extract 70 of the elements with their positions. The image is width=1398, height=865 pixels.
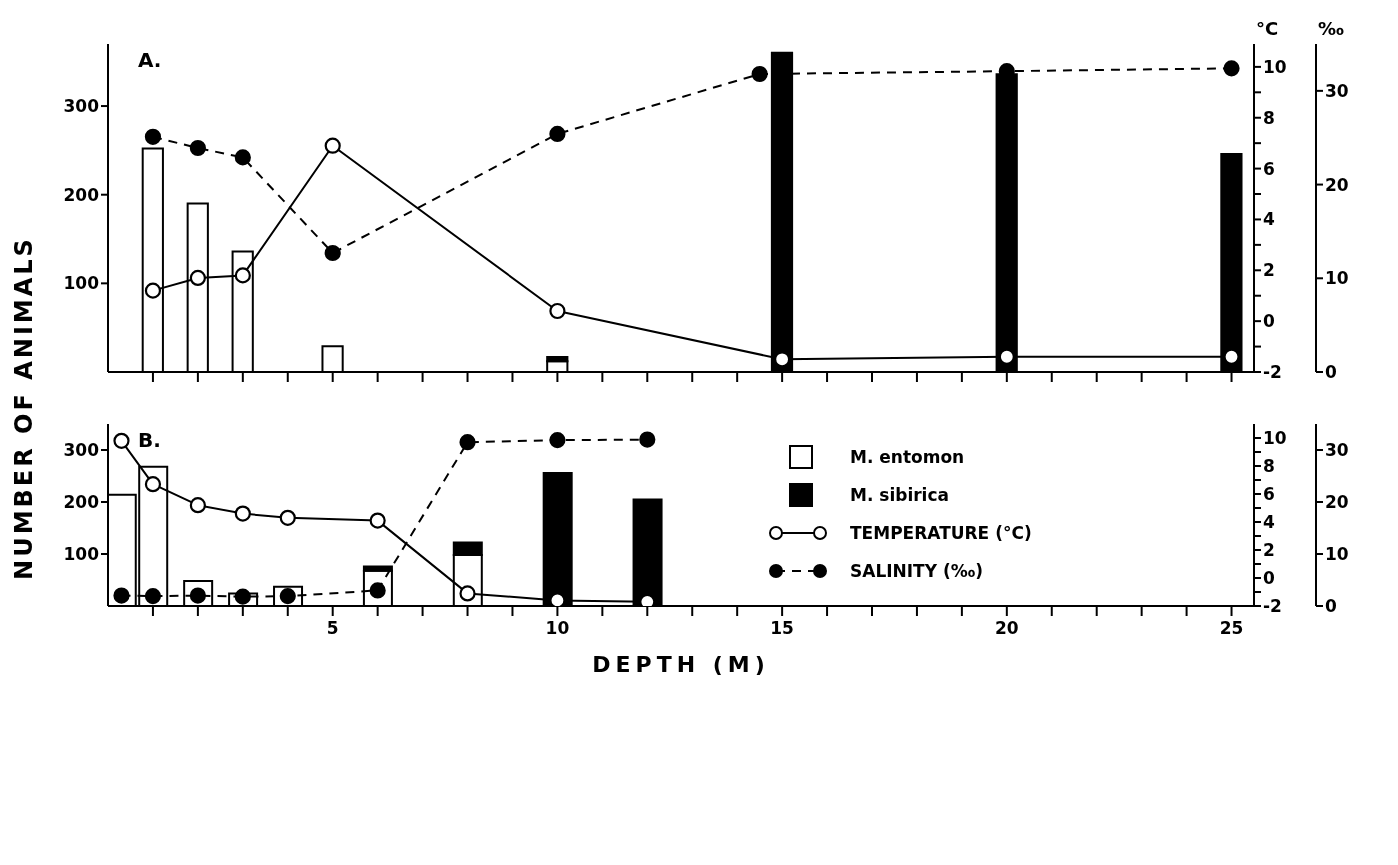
y2-tick-label: 2 xyxy=(1263,260,1275,281)
y3-tick-label: 10 xyxy=(1325,544,1349,564)
point xyxy=(549,302,566,320)
y2-tick-label: 4 xyxy=(1263,209,1275,230)
point xyxy=(113,587,130,604)
point xyxy=(144,476,162,493)
y-tick-label: 100 xyxy=(63,544,100,564)
y3-tick-label: 20 xyxy=(1325,174,1349,195)
y2-tick-label: 0 xyxy=(1263,568,1275,588)
point xyxy=(189,269,206,287)
chart-title: B. xyxy=(138,428,161,452)
y2-axis-title: °C xyxy=(1256,18,1279,39)
y2-tick-label: 8 xyxy=(1263,456,1275,476)
y-axis-title: NUMBER OF ANIMALS xyxy=(10,236,38,580)
x-tick-label: 5 xyxy=(326,618,339,638)
chart-title: A. xyxy=(138,48,162,72)
point xyxy=(144,128,162,145)
y2-tick-label: 10 xyxy=(1263,428,1287,448)
legend-label: TEMPERATURE (°C) xyxy=(850,523,1032,543)
point xyxy=(144,588,162,605)
point xyxy=(751,65,768,83)
y3-axis-title: ‰ xyxy=(1318,18,1344,39)
y-tick-label: 200 xyxy=(63,492,100,512)
point xyxy=(549,432,566,449)
x-axis-title: DEPTH (M) xyxy=(592,652,770,677)
point xyxy=(549,592,566,606)
point xyxy=(279,509,296,526)
legend-label: M. entomon xyxy=(850,447,965,467)
y3-tick-label: 30 xyxy=(1325,440,1349,460)
point xyxy=(1223,60,1240,77)
y3-tick-label: 20 xyxy=(1325,492,1349,512)
y-tick-label: 300 xyxy=(63,96,100,117)
legend-label: M. sibirica xyxy=(850,485,949,505)
y3-tick-label: 0 xyxy=(1325,596,1337,616)
y3-tick-label: 30 xyxy=(1325,80,1349,101)
x-tick-label: 15 xyxy=(770,618,794,638)
point xyxy=(324,137,341,154)
point xyxy=(459,434,476,451)
y2-tick-label: 8 xyxy=(1263,107,1275,128)
point xyxy=(144,282,162,299)
point xyxy=(113,432,130,449)
legend-label: SALINITY (‰) xyxy=(850,561,983,581)
point xyxy=(234,588,251,605)
x-tick-label: 20 xyxy=(994,618,1019,638)
y3-tick-label: 0 xyxy=(1325,362,1337,382)
point xyxy=(234,267,251,284)
y-tick-label: 200 xyxy=(63,184,100,205)
x-tick-label: 10 xyxy=(545,618,570,638)
y2-tick-label: -2 xyxy=(1263,362,1282,382)
point xyxy=(189,139,206,157)
point xyxy=(639,431,656,448)
y2-tick-label: 10 xyxy=(1263,56,1287,77)
point xyxy=(369,512,386,529)
point xyxy=(1223,348,1240,365)
point xyxy=(324,244,341,262)
point xyxy=(189,497,206,514)
y-tick-label: 300 xyxy=(63,440,100,460)
point xyxy=(234,149,251,166)
point xyxy=(234,505,251,522)
y2-tick-label: 4 xyxy=(1263,512,1275,532)
y2-tick-label: 6 xyxy=(1263,484,1275,504)
point xyxy=(459,585,476,602)
y2-tick-label: 6 xyxy=(1263,158,1275,179)
y2-tick-label: 2 xyxy=(1263,540,1275,560)
point xyxy=(549,125,566,143)
x-tick-label: 25 xyxy=(1219,618,1244,638)
y-tick-label: 100 xyxy=(63,273,100,294)
y2-tick-label: -2 xyxy=(1263,596,1282,616)
y2-tick-label: 0 xyxy=(1263,311,1275,332)
y3-tick-label: 10 xyxy=(1325,268,1349,289)
